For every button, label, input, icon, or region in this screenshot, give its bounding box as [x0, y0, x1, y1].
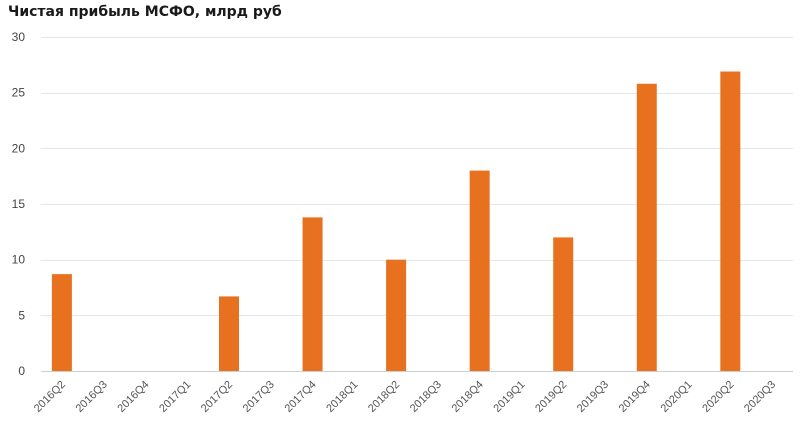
x-tick-label: 2018Q3	[408, 379, 444, 415]
y-tick-label: 5	[18, 308, 25, 322]
x-tick-label: 2019Q2	[533, 379, 569, 415]
x-tick-label: 2016Q3	[74, 379, 110, 415]
x-tick-label: 2020Q3	[742, 379, 778, 415]
y-tick-label: 25	[12, 86, 26, 100]
bar-2016q2[interactable]	[51, 274, 72, 371]
x-tick-label: 2020Q1	[659, 379, 695, 415]
x-tick-label: 2017Q3	[241, 379, 277, 415]
x-tick-label: 2017Q2	[199, 379, 235, 415]
x-tick-label: 2018Q4	[450, 379, 486, 415]
y-tick-label: 15	[12, 197, 26, 211]
bar-2018q2[interactable]	[386, 259, 407, 371]
y-tick-label: 20	[12, 141, 26, 155]
x-tick-label: 2018Q2	[366, 379, 402, 415]
bar-2017q4[interactable]	[302, 217, 323, 371]
bars	[51, 71, 741, 371]
x-tick-label: 2017Q4	[283, 379, 319, 415]
bar-2018q4[interactable]	[469, 170, 490, 371]
x-tick-label: 2019Q1	[491, 379, 527, 415]
x-tick-label: 2020Q2	[700, 379, 736, 415]
x-tick-label: 2016Q2	[32, 379, 68, 415]
y-tick-label: 30	[12, 30, 26, 44]
x-axis-ticks: 2016Q2 2016Q3 2016Q4 2017Q1 2017Q2 2017Q3 2017…	[32, 379, 778, 415]
x-tick-label: 2016Q4	[115, 379, 151, 415]
x-tick-label: 2019Q3	[575, 379, 611, 415]
y-axis-ticks: 0 5 10 15 20 25 30	[12, 30, 26, 378]
gridlines	[41, 37, 793, 372]
bar-2019q2[interactable]	[553, 237, 574, 371]
bar-2019q4[interactable]	[636, 83, 657, 371]
x-tick-label: 2018Q1	[324, 379, 360, 415]
y-tick-label: 10	[12, 253, 26, 267]
bar-2020q2[interactable]	[720, 71, 741, 371]
bar-2017q2[interactable]	[219, 296, 239, 371]
x-tick-label: 2017Q1	[157, 379, 193, 415]
y-tick-label: 0	[18, 364, 25, 378]
chart-title: Чистая прибыль МСФО, млрд руб	[8, 4, 282, 20]
x-tick-label: 2019Q4	[617, 379, 653, 415]
